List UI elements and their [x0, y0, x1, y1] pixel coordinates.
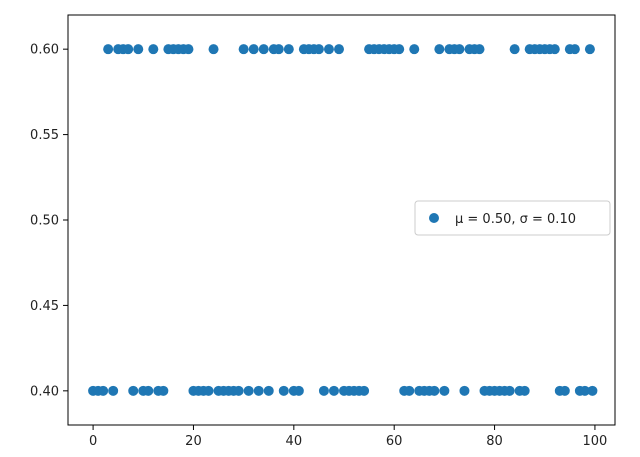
data-point: [143, 385, 154, 396]
data-point: [504, 385, 515, 396]
data-point: [328, 385, 339, 396]
data-point: [579, 385, 590, 396]
data-point: [584, 44, 595, 55]
y-tick-label: 0.60: [30, 43, 59, 58]
data-point: [434, 44, 445, 55]
y-axis: 0.40 0.45 0.50 0.55 0.60: [30, 43, 68, 399]
x-tick-label: 60: [386, 434, 403, 449]
data-point: [123, 44, 134, 55]
data-point: [103, 44, 114, 55]
data-point: [459, 385, 470, 396]
data-point: [278, 385, 289, 396]
data-point: [273, 44, 284, 55]
data-point: [233, 385, 244, 396]
data-point: [208, 44, 219, 55]
data-point: [429, 385, 440, 396]
legend: μ = 0.50, σ = 0.10: [414, 200, 611, 236]
legend-box: [414, 200, 611, 236]
data-point: [409, 44, 420, 55]
data-point: [454, 44, 465, 55]
data-point: [569, 44, 580, 55]
y-tick-label: 0.45: [30, 299, 59, 314]
data-point: [283, 44, 294, 55]
data-point: [474, 44, 485, 55]
data-point: [133, 44, 144, 55]
data-point: [587, 385, 598, 396]
data-point: [333, 44, 344, 55]
data-point: [323, 44, 334, 55]
data-point: [313, 44, 324, 55]
data-point: [439, 385, 450, 396]
data-point: [238, 44, 249, 55]
x-tick-label: 80: [486, 434, 503, 449]
data-point: [359, 385, 370, 396]
data-point: [404, 385, 415, 396]
x-axis: 0 20 40 60 80 100: [89, 425, 607, 449]
x-tick-label: 0: [89, 434, 97, 449]
points-layer: [88, 44, 598, 396]
data-point: [258, 44, 269, 55]
data-point: [158, 385, 169, 396]
data-point: [318, 385, 329, 396]
data-point: [148, 44, 159, 55]
x-tick-label: 20: [185, 434, 202, 449]
legend-marker: [429, 213, 439, 223]
data-point: [293, 385, 304, 396]
data-point: [519, 385, 530, 396]
data-point: [108, 385, 119, 396]
y-tick-label: 0.50: [30, 214, 59, 229]
data-point: [248, 44, 259, 55]
data-point: [183, 44, 194, 55]
data-point: [203, 385, 214, 396]
y-tick-label: 0.55: [30, 128, 59, 143]
data-point: [253, 385, 264, 396]
data-point: [243, 385, 254, 396]
data-point: [549, 44, 560, 55]
data-point: [98, 385, 109, 396]
data-point: [509, 44, 520, 55]
x-tick-label: 40: [286, 434, 303, 449]
data-point: [394, 44, 405, 55]
x-tick-label: 100: [583, 434, 608, 449]
data-point: [263, 385, 274, 396]
y-tick-label: 0.40: [30, 384, 59, 399]
data-point: [559, 385, 570, 396]
data-point: [128, 385, 139, 396]
legend-label: μ = 0.50, σ = 0.10: [455, 212, 576, 227]
